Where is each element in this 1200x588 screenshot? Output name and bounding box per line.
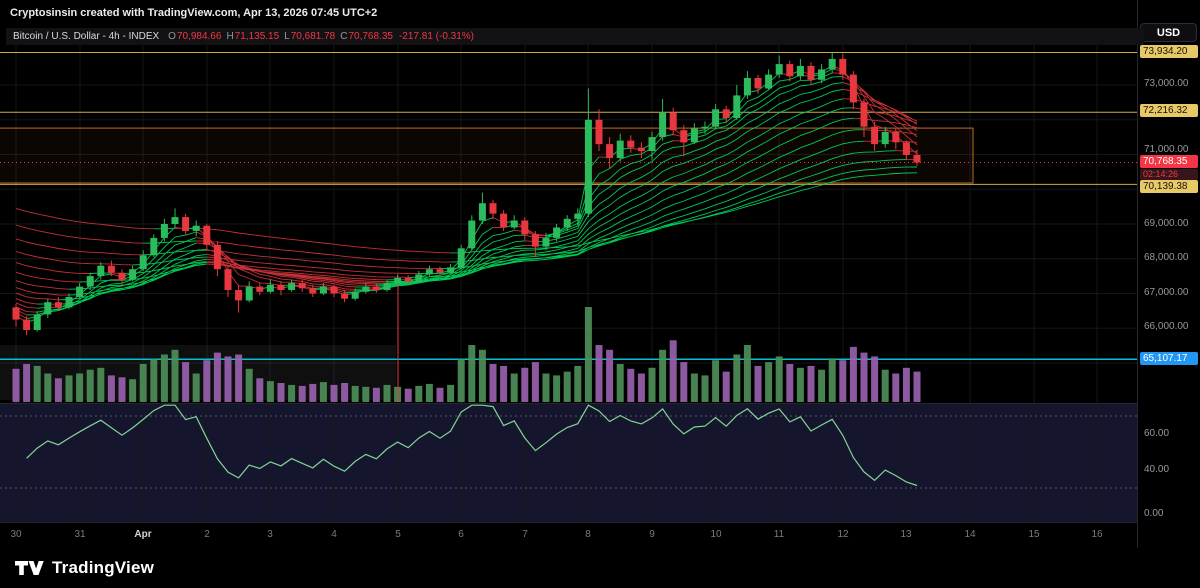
price-axis-label: 73,000.00 [1144,78,1189,89]
currency-toggle-button[interactable]: USD [1140,23,1197,42]
time-axis-label: 8 [585,529,591,540]
time-axis-label: 2 [204,529,210,540]
last-price-badge: 70,768.35 [1140,155,1198,168]
ohlc-key: C [340,31,348,42]
level-badge-72216: 72,216.32 [1140,104,1198,117]
time-axis-label: 4 [331,529,337,540]
symbol-title: Bitcoin / U.S. Dollar - 4h - INDEX [13,31,160,42]
price-axis[interactable]: USD 73,000.00 71,000.00 69,000.00 68,000.00… [1137,0,1200,548]
price-axis-label: 60.00 [1144,428,1170,439]
rsi-line [26,404,918,487]
time-axis-label: 15 [1028,529,1040,540]
ohlc-key: H [226,31,234,42]
price-axis-label: 71,000.00 [1144,144,1189,155]
ohlc-value: 70,768.35 [348,31,393,42]
volume-bars [12,307,921,403]
time-axis-label: 3 [267,529,273,540]
time-axis-label: 13 [900,529,912,540]
ohlc-value: 71,135.15 [234,31,280,42]
time-axis-label: 12 [837,529,849,540]
watermark-attribution: Cryptosinsin created with TradingView.co… [10,7,378,19]
price-axis-label: 40.00 [1144,464,1170,475]
time-axis-label: 7 [522,529,528,540]
ohlc-value: 70,984.66 [176,31,222,42]
price-axis-label: 68,000.00 [1144,252,1189,263]
level-badge-70139: 70,139.38 [1140,180,1198,193]
orange-zone-box [0,127,974,184]
time-axis-label: Apr [134,529,152,540]
main-chart-canvas[interactable] [0,30,1138,548]
candles [12,52,921,336]
time-axis-label: 30 [10,529,22,540]
ema-ribbon [15,65,918,324]
price-axis-label: 69,000.00 [1144,218,1189,229]
ohlc-key: O [168,31,176,42]
bar-countdown-badge: 02:14:26 [1140,169,1198,180]
brand-name: TradingView [52,558,155,577]
footer-bar: TradingView [0,548,1200,588]
time-axis-label: 6 [458,529,464,540]
level-badge-73934: 73,934.20 [1140,45,1198,58]
ohlc-values: O 70,984.66 H 71,135.15 L 70,681.78 C 70,768.35… [163,31,474,42]
time-axis[interactable]: 30 31 Apr 2 3 4 5 6 7 8 9 10 11 12 13 14 15 16 [0,522,1138,548]
price-axis-label: 67,000.00 [1144,287,1189,298]
tradingview-logo-icon [15,561,44,575]
price-axis-label: 66,000.00 [1144,321,1189,332]
ohlc-key: L [284,31,290,42]
time-axis-label: 5 [395,529,401,540]
yellow-level-lines [0,52,1138,185]
time-axis-label: 31 [74,529,86,540]
symbol-legend[interactable]: Bitcoin / U.S. Dollar - 4h - INDEX O 70,9… [6,28,1144,45]
ohlc-value: 70,681.78 [290,31,336,42]
rsi-panel-background [0,404,1138,522]
time-axis-label: 14 [964,529,976,540]
time-axis-label: 10 [710,529,722,540]
time-axis-label: 11 [773,529,785,540]
time-axis-label: 16 [1091,529,1103,540]
price-axis-label: 0.00 [1144,508,1164,519]
level-badge-65107: 65,107.17 [1140,352,1198,365]
time-axis-label: 9 [649,529,655,540]
change-value: -217.81 (-0.31%) [398,31,475,42]
